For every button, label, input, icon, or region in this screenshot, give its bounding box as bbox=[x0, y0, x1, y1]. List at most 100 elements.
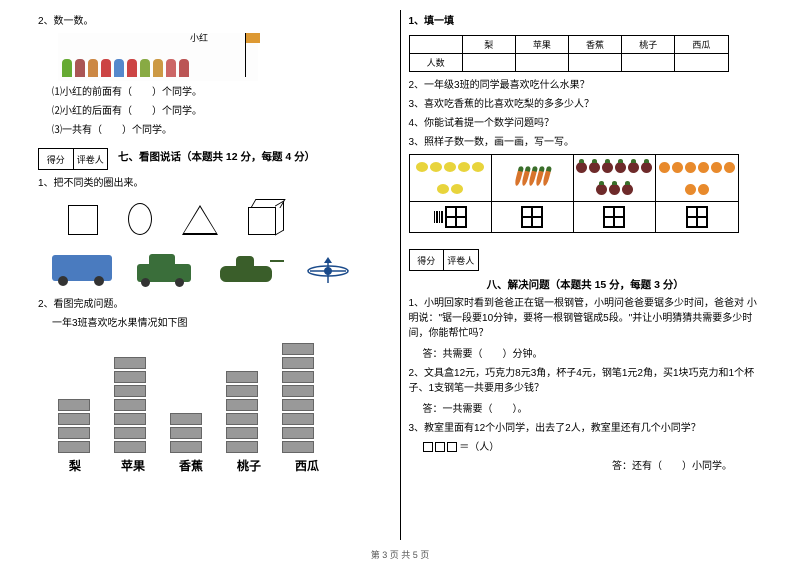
score-box-7: 得分 评卷人 bbox=[38, 148, 108, 170]
bar-column bbox=[170, 413, 202, 453]
bus-icon bbox=[50, 249, 114, 287]
bar-cell bbox=[282, 343, 314, 355]
q7-2: 2、看图完成问题。 bbox=[38, 297, 392, 312]
bar-label: 西瓜 bbox=[290, 457, 324, 474]
orange-icon bbox=[685, 162, 696, 173]
fruit-bar-chart bbox=[38, 335, 392, 455]
kid-icon bbox=[127, 59, 137, 77]
score-label: 得分 bbox=[410, 250, 445, 270]
bar-cell bbox=[114, 413, 146, 425]
q2-sub2: ⑵小红的后面有（ ）个同学。 bbox=[38, 104, 392, 119]
bar-label: 梨 bbox=[58, 457, 92, 474]
radish-icon bbox=[609, 184, 620, 195]
bar-cell bbox=[114, 371, 146, 383]
section-8-title: 八、解决问题（本题共 15 分，每题 3 分） bbox=[409, 277, 763, 292]
section-7-title: 七、看图说话（本题共 12 分，每题 4 分） bbox=[118, 149, 315, 164]
kid-icon bbox=[62, 59, 72, 77]
bar-cell bbox=[282, 413, 314, 425]
bar-label: 香蕉 bbox=[174, 457, 208, 474]
table-header: 苹果 bbox=[515, 36, 568, 54]
car-icon bbox=[132, 249, 196, 287]
lemon-icon bbox=[416, 162, 428, 172]
table-cell[interactable] bbox=[675, 54, 728, 72]
bar-cell bbox=[226, 385, 258, 397]
fruit-bar-labels: 梨苹果香蕉桃子西瓜 bbox=[38, 455, 392, 476]
bar-cell bbox=[170, 427, 202, 439]
lemon-icon bbox=[444, 162, 456, 172]
table-cell[interactable] bbox=[568, 54, 621, 72]
triangle-icon bbox=[182, 205, 218, 235]
kid-icon bbox=[179, 59, 189, 77]
q8-2: 2、文具盒12元，巧克力8元3角，杯子4元，钢笔1元2角，买1块巧克力和1个杯子… bbox=[409, 366, 763, 396]
square-icon bbox=[68, 205, 98, 235]
eq-3: ＝（人） bbox=[409, 440, 763, 455]
bar-cell bbox=[226, 441, 258, 453]
label-xiaohong: 小红 bbox=[190, 31, 208, 44]
q7-1: 1、把不同类的圈出来。 bbox=[38, 176, 392, 191]
kid-icon bbox=[101, 59, 111, 77]
radish-icon bbox=[589, 162, 600, 173]
orange-icon bbox=[698, 184, 709, 195]
lemon-icon bbox=[430, 162, 442, 172]
bar-column bbox=[226, 371, 258, 453]
fruit-table: 梨苹果香蕉桃子西瓜 人数 bbox=[409, 35, 729, 72]
kid-icon bbox=[88, 59, 98, 77]
r5: 3、照样子数一数，画一画，写一写。 bbox=[409, 135, 763, 150]
table-blank bbox=[409, 36, 462, 54]
table-cell[interactable] bbox=[622, 54, 675, 72]
orange-icon bbox=[659, 162, 670, 173]
tank-icon bbox=[214, 249, 278, 287]
r1-title: 1、填一填 bbox=[409, 14, 763, 29]
orange-icon bbox=[672, 162, 683, 173]
bar-cell bbox=[58, 413, 90, 425]
bar-cell bbox=[282, 399, 314, 411]
orange-icon bbox=[698, 162, 709, 173]
ans-3: 答：还有（ ）小同学。 bbox=[409, 459, 763, 474]
count-answer-cell[interactable] bbox=[410, 202, 492, 232]
count-grid bbox=[409, 154, 739, 233]
score-box-8: 得分 评卷人 bbox=[409, 249, 479, 271]
bar-column bbox=[114, 357, 146, 453]
bar-cell bbox=[114, 427, 146, 439]
kid-icon bbox=[153, 59, 163, 77]
bar-cell bbox=[114, 385, 146, 397]
lemon-icon bbox=[437, 184, 449, 194]
bar-cell bbox=[282, 357, 314, 369]
shapes-row bbox=[38, 195, 392, 243]
table-cell[interactable] bbox=[462, 54, 515, 72]
table-cell[interactable] bbox=[515, 54, 568, 72]
count-answer-cell[interactable] bbox=[492, 202, 574, 232]
r4: 4、你能试着提一个数学问题吗？ bbox=[409, 116, 763, 131]
radish-icon bbox=[596, 184, 607, 195]
ans-1: 答：共需要（ ）分钟。 bbox=[409, 347, 763, 362]
count-answer-cell[interactable] bbox=[656, 202, 738, 232]
kid-icon bbox=[166, 59, 176, 77]
table-header: 香蕉 bbox=[568, 36, 621, 54]
bar-cell bbox=[226, 413, 258, 425]
page-footer: 第 3 页 共 5 页 bbox=[0, 548, 800, 561]
bar-cell bbox=[226, 427, 258, 439]
mini-grid-icon bbox=[521, 206, 543, 228]
lemon-icon bbox=[472, 162, 484, 172]
q2-title: 2、数一数。 bbox=[38, 14, 392, 29]
table-header: 桃子 bbox=[622, 36, 675, 54]
cube-icon bbox=[248, 207, 276, 235]
lemon-icon bbox=[458, 162, 470, 172]
carrot-icon bbox=[514, 170, 523, 187]
mini-grid-icon bbox=[686, 206, 708, 228]
count-answer-cell[interactable] bbox=[574, 202, 656, 232]
radish-icon bbox=[641, 162, 652, 173]
table-row-label: 人数 bbox=[409, 54, 462, 72]
q2-sub1: ⑴小红的前面有（ ）个同学。 bbox=[38, 85, 392, 100]
bar-column bbox=[282, 343, 314, 453]
oval-icon bbox=[128, 203, 152, 235]
bar-label: 桃子 bbox=[232, 457, 266, 474]
bar-cell bbox=[170, 441, 202, 453]
bar-cell bbox=[114, 399, 146, 411]
lemon-icon bbox=[451, 184, 463, 194]
table-header: 西瓜 bbox=[675, 36, 728, 54]
orange-icon bbox=[685, 184, 696, 195]
grader-label: 评卷人 bbox=[444, 250, 478, 270]
q7-2-sub: 一年3班喜欢吃水果情况如下图 bbox=[38, 316, 392, 331]
bar-cell bbox=[58, 441, 90, 453]
